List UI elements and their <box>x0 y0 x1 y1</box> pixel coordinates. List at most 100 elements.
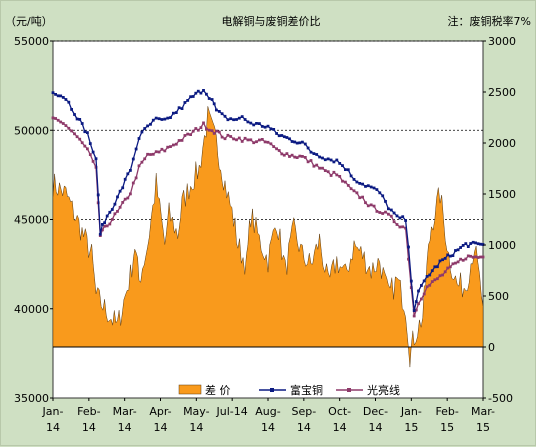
series-guangliang-point <box>433 278 437 282</box>
series-fubao-point <box>149 122 152 126</box>
series-fubao-point <box>369 185 373 189</box>
series-fubao-point <box>189 95 192 99</box>
series-fubao-point <box>436 265 439 269</box>
series-guangliang-point <box>401 225 405 229</box>
series-guangliang-point <box>215 129 218 133</box>
series-fubao-point <box>422 279 426 283</box>
series-guangliang-point <box>295 156 299 159</box>
series-fubao-point <box>212 102 216 106</box>
series-fubao-point <box>249 121 253 125</box>
series-guangliang-point <box>428 283 432 287</box>
series-fubao-point <box>131 157 135 161</box>
series-guangliang-point <box>352 189 356 193</box>
x-tick-label-year: 15 <box>476 421 490 434</box>
series-guangliang-point <box>229 135 233 138</box>
series-fubao-point <box>361 182 364 186</box>
series-fubao-point <box>272 128 276 131</box>
x-tick-label: Aug- <box>255 405 280 418</box>
series-fubao-point <box>364 185 367 188</box>
series-guangliang-point <box>269 142 273 146</box>
y-left-tick-label: 35000 <box>14 392 49 405</box>
series-fubao-point <box>401 215 405 219</box>
series-guangliang-point <box>226 133 230 137</box>
x-tick-label-year: 15 <box>404 421 418 434</box>
series-guangliang-point <box>378 211 382 214</box>
series-fubao-point <box>298 141 302 145</box>
series-guangliang-point <box>387 212 390 216</box>
series-fubao-point <box>474 241 477 245</box>
series-guangliang-point <box>290 153 294 157</box>
series-guangliang-point <box>134 176 138 180</box>
series-fubao-point <box>438 259 442 263</box>
series-guangliang-point <box>202 121 205 125</box>
series-fubao-point <box>121 186 125 190</box>
series-guangliang-point <box>341 179 344 183</box>
series-guangliang-point <box>137 164 141 168</box>
series-guangliang-point <box>67 126 71 130</box>
series-fubao-point <box>412 309 416 312</box>
series-guangliang-point <box>210 129 214 133</box>
series-guangliang-point <box>412 314 416 318</box>
series-guangliang-point <box>240 140 244 143</box>
series-guangliang-point <box>456 260 460 264</box>
series-guangliang-point <box>372 204 376 208</box>
series-fubao-point <box>384 200 387 203</box>
legend-swatch-spread <box>178 384 202 395</box>
series-guangliang-point <box>321 166 324 170</box>
series-fubao-point <box>56 94 60 98</box>
x-tick-label: Feb- <box>77 405 100 418</box>
series-guangliang-point <box>146 152 149 156</box>
x-tick-label: May- <box>183 405 210 418</box>
series-guangliang-point <box>183 134 187 137</box>
chart-note: 注：废铜税率7% <box>448 14 531 28</box>
series-fubao-point <box>86 131 89 134</box>
series-fubao-point <box>166 116 170 120</box>
series-fubao-point <box>98 232 102 236</box>
series-guangliang-point <box>126 196 130 200</box>
series-fubao-point <box>375 188 379 191</box>
series-guangliang-point <box>160 147 164 151</box>
series-fubao-point <box>471 240 475 244</box>
series-guangliang-point <box>113 212 117 216</box>
series-fubao-point <box>91 150 95 154</box>
legend-marker-fubao <box>270 388 274 392</box>
series-guangliang-point <box>451 262 455 266</box>
series-fubao-point <box>255 122 258 125</box>
series-fubao-point <box>443 257 447 260</box>
series-fubao-point <box>246 120 250 124</box>
series-fubao-point <box>123 177 127 181</box>
series-guangliang-point <box>298 154 302 158</box>
x-tick-label-year: 14 <box>261 421 275 434</box>
series-guangliang-point <box>105 224 109 228</box>
series-fubao-point <box>290 140 294 143</box>
series-guangliang-point <box>366 204 370 208</box>
series-fubao-point <box>116 195 119 199</box>
series-guangliang-point <box>312 164 316 168</box>
series-fubao-point <box>78 118 82 121</box>
series-fubao-point <box>202 89 205 92</box>
plot-area <box>51 40 485 399</box>
series-fubao-point <box>160 118 164 121</box>
series-fubao-point <box>349 174 353 178</box>
series-fubao-point <box>67 100 71 104</box>
series-guangliang-point <box>101 228 104 232</box>
series-fubao-point <box>174 111 178 114</box>
series-fubao-point <box>105 214 109 218</box>
series-guangliang-point <box>389 214 393 218</box>
series-guangliang-point <box>177 139 181 142</box>
series-fubao-point <box>306 146 310 150</box>
series-fubao-point <box>183 101 187 104</box>
series-fubao-point <box>240 115 244 118</box>
series-guangliang-point <box>381 212 385 215</box>
series-fubao-point <box>282 135 286 139</box>
series-fubao-point <box>108 210 112 214</box>
y-left-tick-label: 50000 <box>14 124 49 137</box>
series-guangliang-point <box>446 266 450 270</box>
series-guangliang-point <box>448 265 452 269</box>
series-guangliang-point <box>199 126 203 129</box>
series-guangliang-point <box>335 173 339 177</box>
x-tick-label-year: 14 <box>333 421 347 434</box>
series-guangliang-point <box>349 187 353 191</box>
series-guangliang-point <box>166 145 170 149</box>
series-fubao-point <box>103 221 106 225</box>
